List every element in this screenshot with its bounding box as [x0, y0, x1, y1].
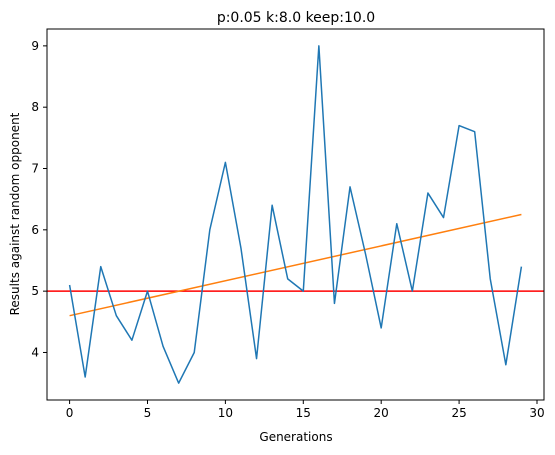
y-tick-label: 7	[31, 162, 39, 176]
x-tick-label: 30	[529, 406, 544, 420]
y-tick-label: 8	[31, 100, 39, 114]
y-tick-label: 4	[31, 345, 39, 359]
y-axis-label: Results against random opponent	[8, 112, 22, 315]
series-line	[68, 45, 523, 384]
x-tick-label: 15	[296, 406, 311, 420]
x-axis: 0 5 10 15 20 25 30	[66, 400, 545, 420]
x-tick-label: 20	[374, 406, 389, 420]
x-tick-label: 10	[218, 406, 233, 420]
chart-title: p:0.05 k:8.0 keep:10.0	[217, 10, 375, 26]
y-tick-label: 9	[31, 39, 39, 53]
y-tick-label: 6	[31, 223, 39, 237]
x-tick-label: 25	[451, 406, 466, 420]
plot-frame	[46, 28, 545, 401]
y-tick-label: 5	[31, 284, 39, 298]
x-axis-label: Generations	[259, 430, 332, 444]
plot-area	[47, 45, 544, 384]
y-axis: 4 5 6 7 8 9	[31, 39, 47, 359]
trend-line	[69, 213, 522, 317]
x-tick-label: 0	[66, 406, 74, 420]
x-tick-label: 5	[144, 406, 152, 420]
